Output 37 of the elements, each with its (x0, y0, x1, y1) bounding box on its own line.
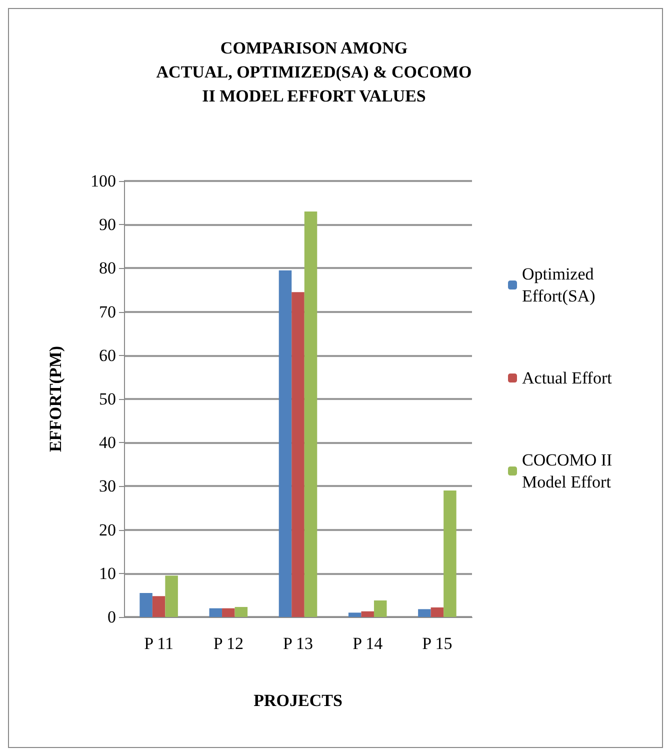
x-tick-label: P 11 (144, 634, 174, 653)
x-axis-title: PROJECTS (254, 691, 342, 710)
y-tick-label: 90 (99, 215, 116, 234)
bar (165, 576, 178, 617)
bar (292, 292, 304, 617)
x-tick-label: P 14 (352, 634, 384, 653)
y-tick-label: 50 (99, 390, 116, 408)
y-tick-label: 30 (99, 476, 116, 496)
x-tick-label: P 12 (213, 634, 244, 653)
y-axis-title: EFFORT(PM) (46, 346, 65, 452)
y-tick-label: 10 (99, 564, 116, 583)
bar (222, 608, 235, 617)
bar (209, 608, 222, 617)
bar (430, 607, 444, 617)
chart-title: COMPARISON AMONG ACTUAL, OPTIMIZED(SA) & COCOMO II MODEL EFFORT VALUES (156, 38, 472, 106)
bar (140, 593, 152, 617)
bar (361, 611, 374, 617)
bar (278, 270, 292, 617)
y-tick-label: 70 (99, 302, 116, 322)
legend-label: COCOMO II Model Effort (522, 450, 616, 492)
y-tick-label: 100 (90, 172, 116, 190)
bar (304, 212, 318, 617)
x-tick-label: P 15 (422, 634, 452, 653)
y-tick-label: 0 (108, 608, 116, 626)
bar (444, 490, 456, 617)
bar (152, 596, 166, 617)
y-tick-label: 80 (99, 258, 116, 278)
legend-label: Actual Effort (522, 368, 612, 388)
y-tick-label: 60 (99, 346, 116, 365)
bar (234, 606, 248, 617)
bar (418, 609, 431, 617)
y-tick-label: 40 (99, 433, 116, 452)
x-tick-label: P 13 (282, 634, 314, 653)
y-tick-label: 20 (99, 520, 116, 540)
legend-label: Optimized Effort(SA) (522, 264, 598, 306)
bar (348, 612, 362, 617)
bar (374, 600, 387, 617)
